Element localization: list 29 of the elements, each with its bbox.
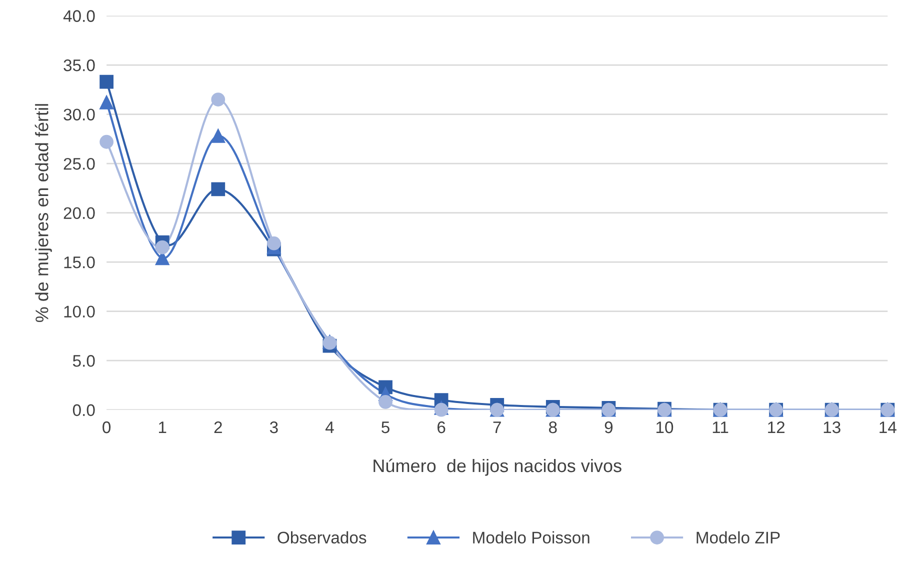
x-tick-label: 11 [712,422,728,434]
x-tick-label: 6 [438,421,446,434]
y-tick-label: 20.0 [64,207,95,220]
legend-label: Modelo ZIP [696,531,780,544]
x-tick-label: 8 [548,421,557,434]
x-tick-label: 7 [493,422,501,434]
x-tick-label: 12 [768,421,784,434]
y-axis-title: % de mujeres en edad fértil [34,104,52,322]
y-tick-label: 35.0 [64,59,95,72]
x-tick-label: 3 [270,421,278,434]
x-tick-label: 4 [325,422,334,434]
x-tick-label: 5 [382,422,390,434]
x-axis-title: Número de hijos nacidos vivos [374,458,622,476]
x-tick-label: 10 [656,421,674,434]
y-tick-label: 40.0 [63,10,95,22]
y-tick-label: 25.0 [64,158,95,170]
x-tick-label: 0 [102,421,111,434]
y-tick-label: 15.0 [64,256,95,268]
legend-label: Modelo Poisson [473,531,590,544]
x-tick-label: 1 [158,422,166,434]
x-tick-label: 13 [824,421,840,434]
y-tick-label: 30.0 [64,108,95,120]
legend-label: Observados [278,531,366,544]
x-tick-label: 9 [604,421,613,434]
y-tick-label: 10.0 [64,306,95,318]
y-tick-label: 0.0 [72,404,95,416]
x-tick-label: 2 [214,421,222,434]
y-tick-label: 5.0 [72,355,95,367]
x-tick-label: 14 [880,422,896,434]
